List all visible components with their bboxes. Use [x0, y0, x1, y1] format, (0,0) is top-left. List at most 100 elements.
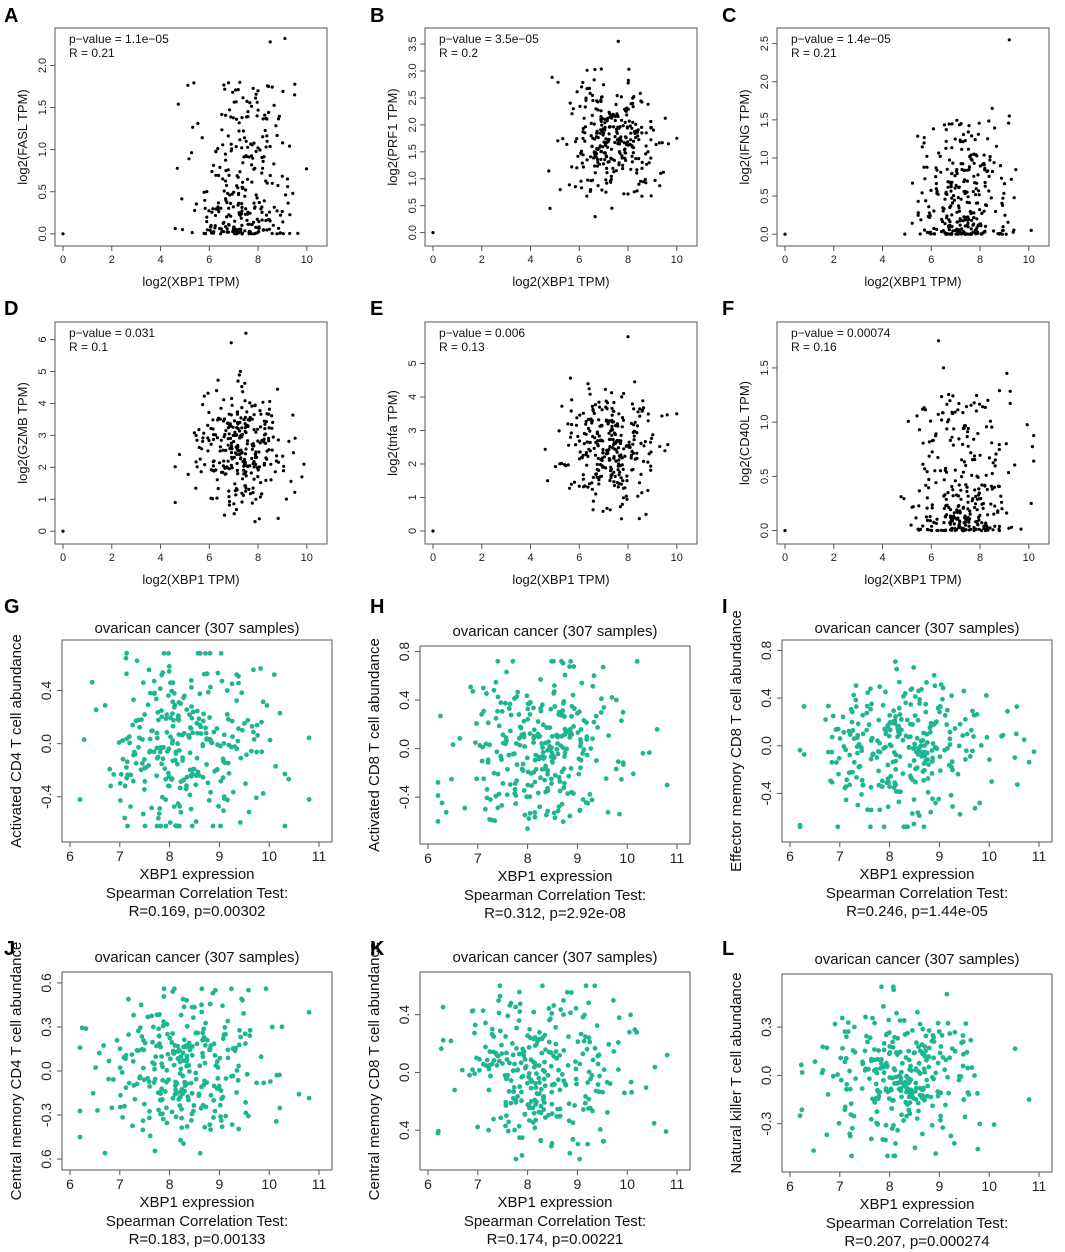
- data-point: [887, 1075, 893, 1080]
- data-point: [166, 746, 172, 752]
- data-point: [899, 1112, 904, 1118]
- data-point: [569, 789, 574, 795]
- data-point: [945, 513, 949, 517]
- data-point: [209, 223, 213, 228]
- data-point: [254, 497, 258, 501]
- data-point: [237, 373, 241, 377]
- data-point: [491, 770, 497, 776]
- data-point: [972, 528, 976, 533]
- data-point: [512, 786, 518, 792]
- data-point: [264, 179, 268, 183]
- data-point: [242, 418, 246, 422]
- data-point: [614, 459, 618, 463]
- data-point: [566, 422, 570, 426]
- data-point: [575, 1039, 581, 1045]
- data-point: [177, 1103, 183, 1108]
- data-point: [253, 231, 258, 235]
- data-point: [973, 488, 977, 492]
- data-point: [585, 1080, 591, 1085]
- data-point: [531, 705, 536, 711]
- x-tick-label: 6: [206, 254, 212, 266]
- data-point: [935, 1093, 941, 1099]
- data-point: [576, 771, 582, 777]
- data-point: [555, 1106, 560, 1112]
- data-point: [945, 216, 949, 220]
- data-point: [966, 215, 970, 219]
- data-point: [240, 406, 244, 410]
- data-point: [172, 1092, 178, 1097]
- data-point: [887, 784, 892, 789]
- x-tick-label: 10: [671, 254, 683, 266]
- y-tick-label: 3: [37, 432, 49, 438]
- data-point: [548, 1143, 554, 1149]
- data-point: [150, 1024, 156, 1030]
- data-point: [897, 754, 903, 759]
- data-point: [274, 124, 278, 128]
- data-point: [508, 1078, 514, 1083]
- data-point: [608, 508, 612, 512]
- data-point: [166, 664, 172, 669]
- data-point: [629, 131, 633, 135]
- data-point: [875, 749, 881, 754]
- data-point: [942, 478, 946, 482]
- data-point: [120, 756, 126, 762]
- data-point: [919, 687, 924, 692]
- data-point: [472, 1071, 477, 1077]
- data-point: [201, 403, 205, 407]
- data-point: [631, 151, 635, 155]
- data-point: [960, 1033, 966, 1038]
- data-point: [569, 713, 574, 719]
- data-point: [130, 1123, 135, 1129]
- data-point: [801, 752, 807, 757]
- data-point: [938, 154, 942, 158]
- data-point: [516, 1123, 522, 1129]
- data-point: [947, 122, 951, 126]
- data-point: [271, 420, 275, 424]
- y-axis-label: Activated CD8 T cell abundance: [366, 638, 383, 852]
- data-point: [592, 122, 596, 126]
- data-point: [250, 163, 254, 167]
- data-point: [135, 717, 141, 723]
- data-point: [594, 758, 599, 763]
- data-point: [163, 716, 169, 722]
- data-point: [872, 1020, 877, 1026]
- data-point: [610, 424, 614, 428]
- spearman-test-label: Spearman Correlation Test:: [106, 885, 288, 902]
- data-point: [626, 78, 631, 82]
- data-point: [239, 690, 245, 696]
- data-point: [963, 168, 967, 172]
- data-point: [239, 227, 243, 231]
- data-point: [597, 418, 601, 422]
- data-point: [187, 157, 191, 161]
- data-point: [624, 494, 628, 498]
- data-point: [296, 231, 300, 235]
- data-point: [486, 1066, 492, 1072]
- data-point: [868, 807, 874, 813]
- data-point: [190, 151, 194, 155]
- data-point: [612, 170, 616, 174]
- chart-title: ovarican cancer (307 samples): [94, 949, 299, 966]
- data-point: [940, 418, 944, 422]
- data-point: [620, 456, 624, 460]
- data-point: [885, 1089, 891, 1095]
- data-point: [599, 67, 603, 71]
- data-point: [142, 779, 148, 784]
- data-point: [956, 743, 962, 749]
- data-point: [277, 1105, 283, 1111]
- data-point: [179, 1106, 184, 1112]
- data-point: [927, 477, 931, 482]
- x-tick-label: 10: [671, 552, 683, 564]
- data-point: [639, 99, 643, 103]
- data-point: [588, 1105, 593, 1111]
- data-point: [864, 1033, 869, 1039]
- x-tick-label: 8: [977, 254, 983, 266]
- data-point: [881, 1064, 886, 1070]
- data-point: [911, 665, 917, 670]
- data-point: [573, 1076, 579, 1082]
- data-point: [929, 188, 933, 192]
- data-point: [653, 178, 657, 182]
- data-point: [546, 1039, 552, 1045]
- data-point: [248, 211, 252, 215]
- data-point: [536, 1075, 542, 1081]
- data-point: [184, 1124, 190, 1129]
